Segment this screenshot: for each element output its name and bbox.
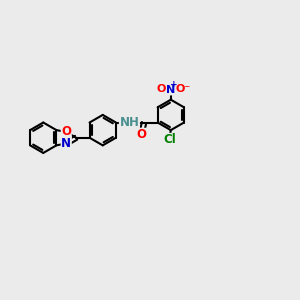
Text: N: N <box>166 85 176 95</box>
Text: N: N <box>61 137 71 150</box>
Text: O: O <box>157 84 166 94</box>
Text: Cl: Cl <box>163 134 176 146</box>
Text: O: O <box>136 128 146 141</box>
Text: NH: NH <box>119 116 139 129</box>
Text: O⁻: O⁻ <box>176 84 191 94</box>
Text: O: O <box>61 125 71 139</box>
Text: +: + <box>170 80 178 89</box>
